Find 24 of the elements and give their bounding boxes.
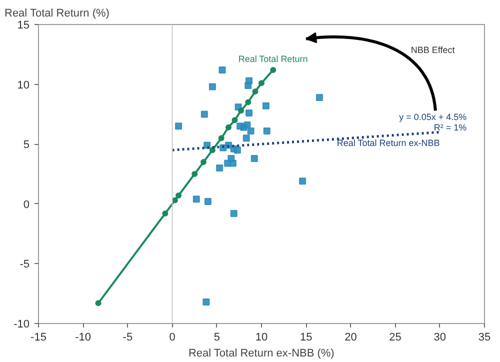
y-axis-title: Real Total Return (%) [4,8,110,20]
x-tick-label: 5 [214,332,220,344]
y-tick-label: -10 [14,318,30,330]
annotation: y = 0.05x + 4.5% [399,112,467,122]
x-tick-label: 10 [255,332,268,344]
x-tick-label: 20 [344,332,357,344]
x-tick-label: 30 [434,332,446,344]
x-tick-label: 35 [478,332,491,344]
y-tick-label: 0 [23,198,30,211]
series-label: Real Total Return ex-NBB [336,138,440,148]
x-tick-label: 15 [300,332,312,344]
x-axis-title: Real Total Return ex-NBB (%) [188,348,334,360]
x-tick-label: -5 [122,332,133,344]
y-tick-label: 15 [17,20,30,32]
annotation: R² = 1% [434,122,467,133]
series-label: Real Total Return [238,54,308,64]
y-tick-label: -5 [20,258,30,271]
x-tick-label: 25 [389,332,402,344]
y-tick-label: 5 [23,139,30,152]
annotation: NBB Effect [410,44,456,55]
x-tick-label: -10 [75,332,92,344]
x-tick-label: -15 [30,332,46,344]
y-tick-label: 10 [17,79,30,92]
x-tick-label: 0 [169,332,176,344]
